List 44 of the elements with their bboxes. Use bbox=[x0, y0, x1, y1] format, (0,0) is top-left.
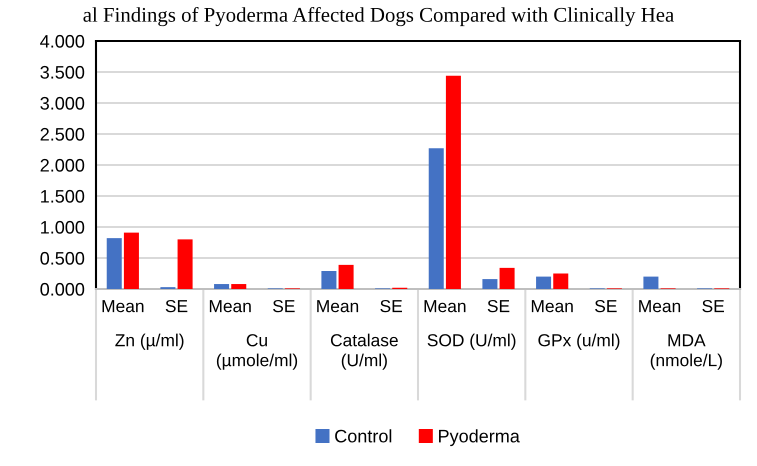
text: Catalase (U/ml) bbox=[330, 334, 398, 370]
x-tick-label: SE bbox=[702, 300, 724, 312]
legend-label: Pyoderma bbox=[439, 429, 520, 446]
x-tick-label: SE bbox=[380, 300, 402, 312]
x-tick-label: Mean bbox=[532, 300, 573, 312]
x-tick-label: SE bbox=[273, 300, 295, 312]
x-tick-label: Mean bbox=[317, 300, 358, 312]
y-tick-label: 0.500 bbox=[40, 252, 84, 265]
bar bbox=[321, 271, 336, 289]
x-tick-label: Mean bbox=[102, 300, 144, 312]
bar bbox=[231, 284, 246, 289]
x-tick-label: SE bbox=[488, 300, 510, 312]
y-tick-label: 2.000 bbox=[40, 158, 84, 172]
text: Zn (µ/ml) bbox=[115, 334, 184, 350]
bar bbox=[643, 276, 658, 289]
x-tick-label: Mean bbox=[210, 300, 251, 312]
text: GPx (u/ml) bbox=[538, 334, 620, 350]
y-tick-label: 3.500 bbox=[40, 66, 84, 79]
bar bbox=[553, 274, 568, 289]
x-tick-label: SE bbox=[166, 300, 188, 312]
text: Cu (µmole/ml) bbox=[216, 334, 298, 370]
x-tick-label: Mean bbox=[639, 300, 680, 312]
bar bbox=[124, 232, 139, 289]
chart-title: al Findings of Pyoderma Affected Dogs Compared with Clinically Hea bbox=[83, 6, 674, 26]
y-tick-label: 1.500 bbox=[41, 190, 84, 203]
y-tick-label: 3.000 bbox=[40, 96, 84, 110]
bar bbox=[536, 276, 552, 289]
text: MDA (nmole/L) bbox=[650, 334, 722, 370]
bar bbox=[428, 148, 444, 289]
bar bbox=[500, 268, 515, 289]
bar bbox=[178, 239, 193, 289]
bar bbox=[214, 284, 230, 289]
y-tick-label: 0.000 bbox=[40, 282, 84, 296]
text: SOD (U/ml) bbox=[428, 334, 516, 350]
y-tick-label: 1.000 bbox=[41, 220, 84, 234]
bar bbox=[338, 264, 354, 289]
legend-label: Control bbox=[335, 429, 392, 443]
x-tick-label: Mean bbox=[424, 300, 466, 312]
y-tick-label: 4.000 bbox=[40, 34, 84, 48]
bar bbox=[482, 279, 498, 289]
y-tick-label: 2.500 bbox=[40, 128, 84, 141]
x-tick-label: SE bbox=[595, 300, 617, 312]
bar bbox=[106, 238, 122, 289]
bar bbox=[446, 76, 461, 289]
